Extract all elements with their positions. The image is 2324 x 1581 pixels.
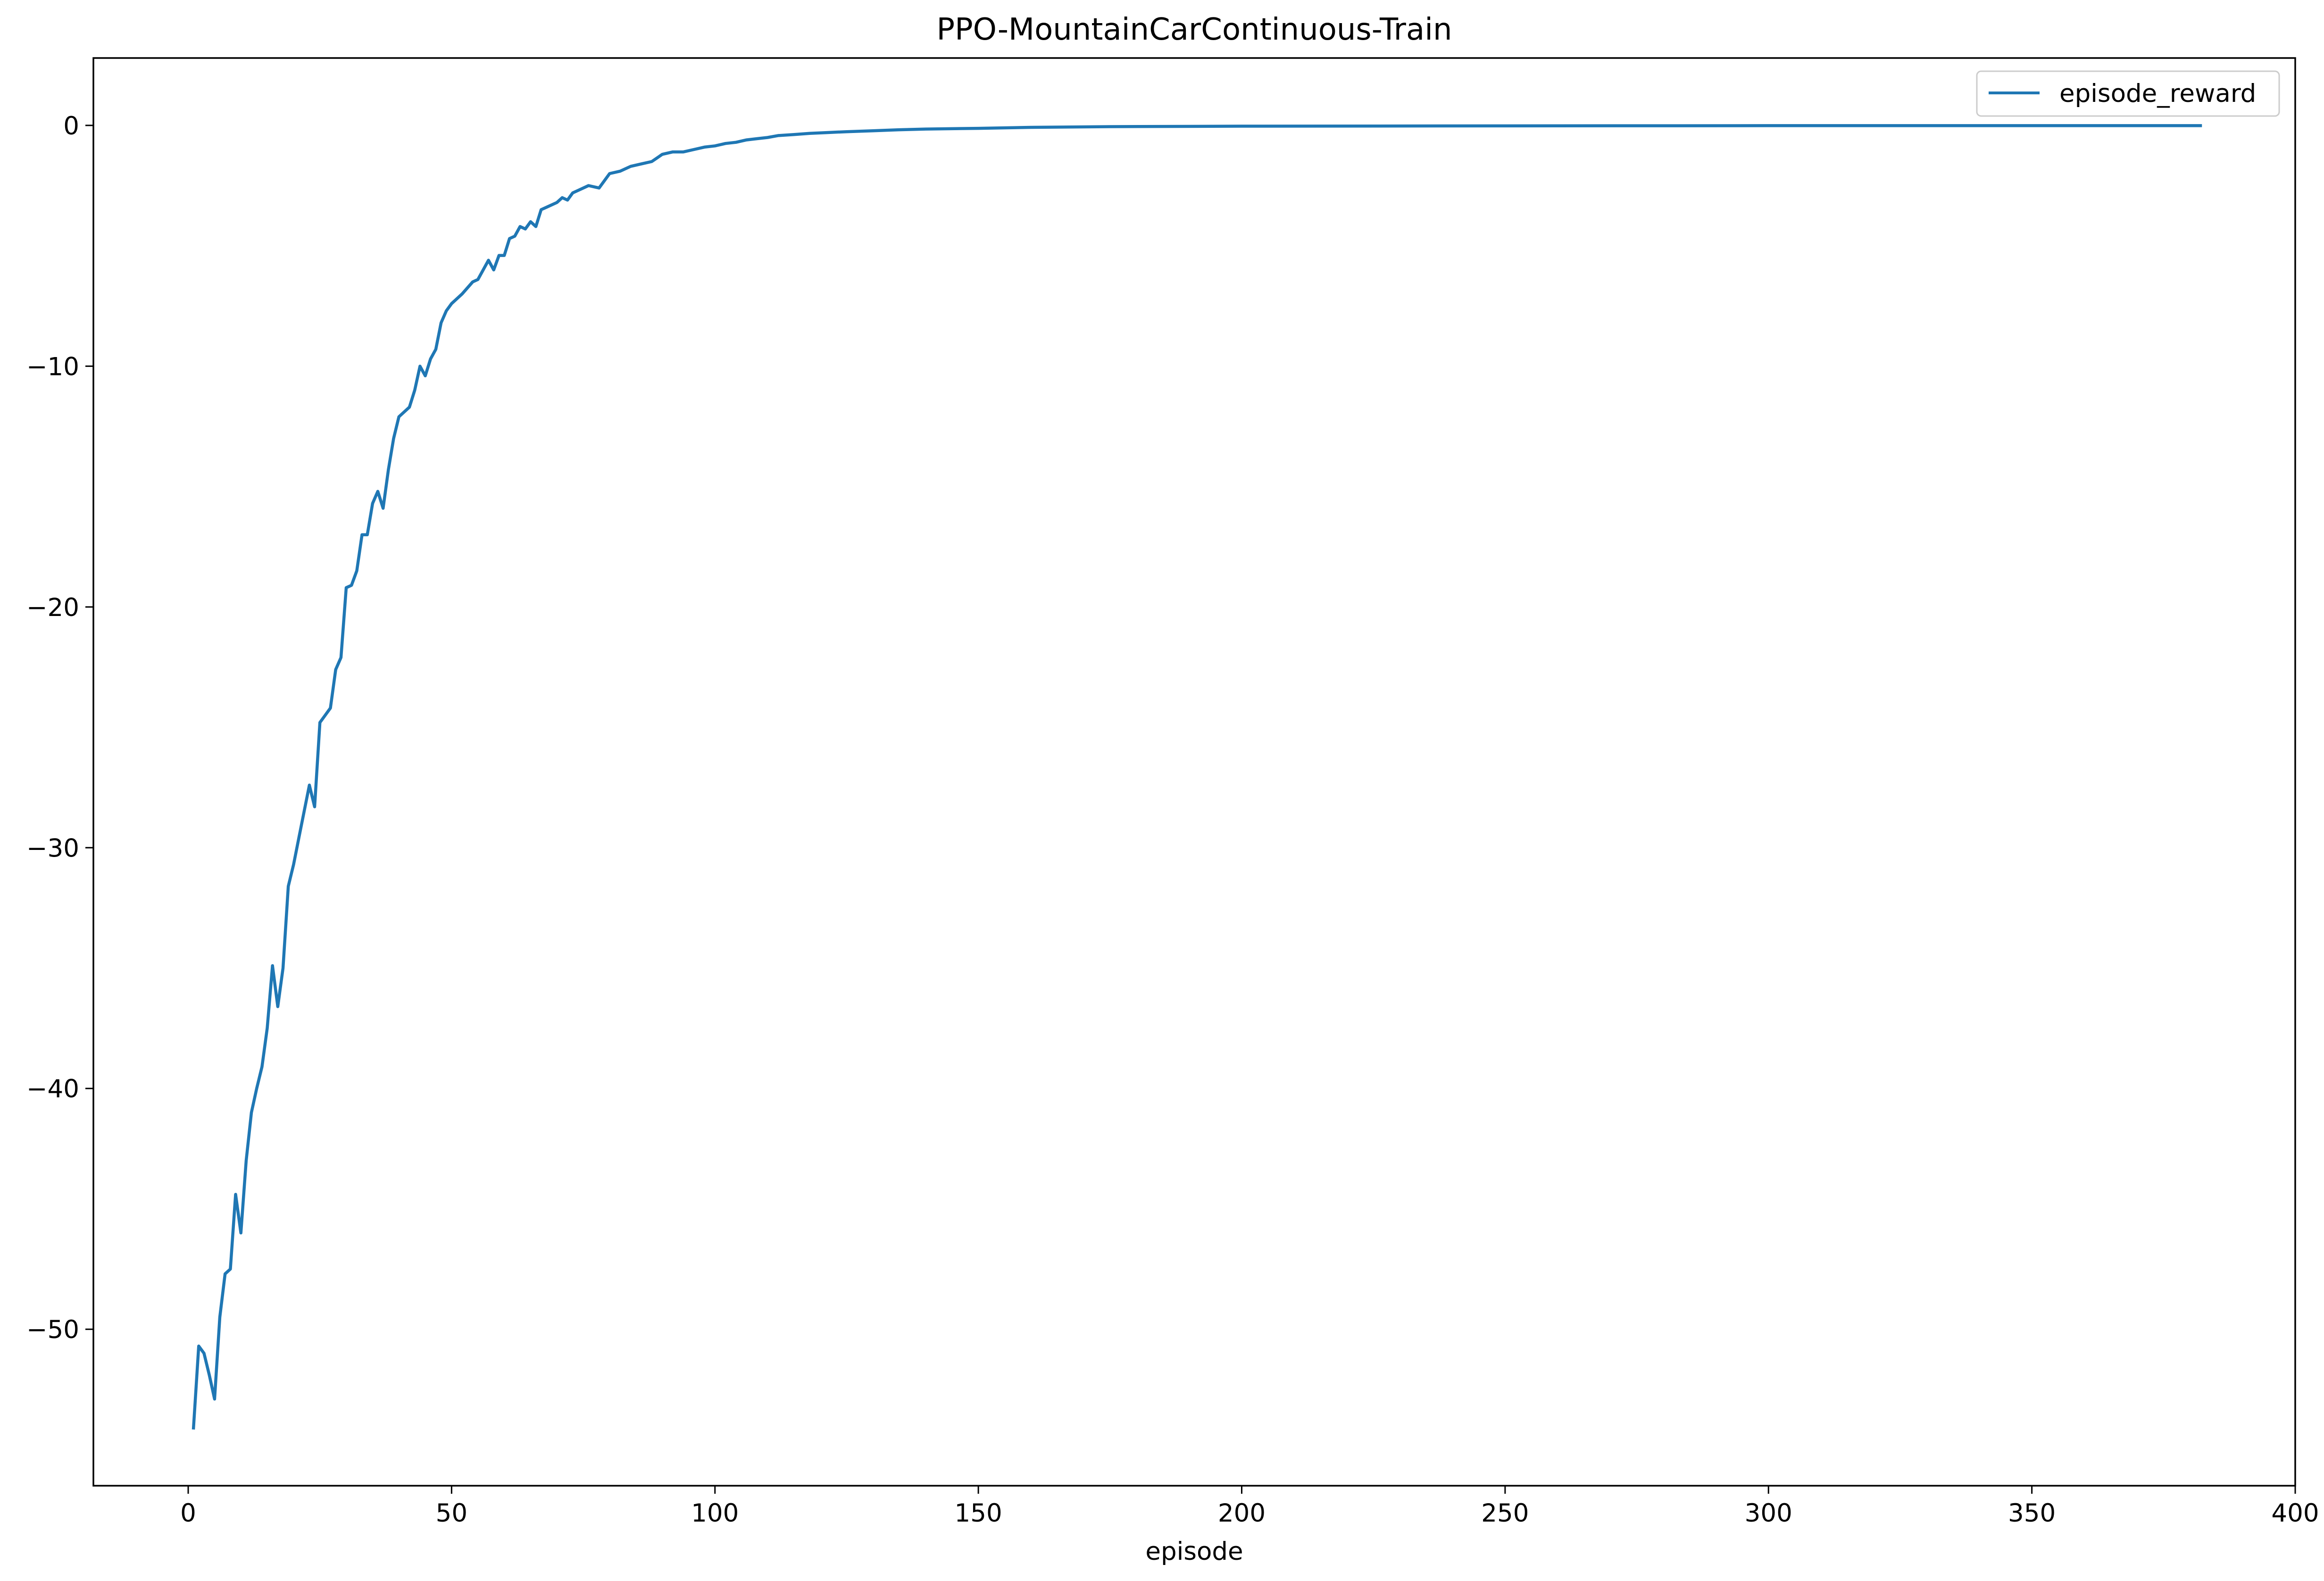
x-tick-label: 350 <box>2008 1499 2056 1528</box>
y-tick-label: 0 <box>63 112 79 141</box>
x-tick-label: 400 <box>2271 1499 2319 1528</box>
x-tick-label: 300 <box>1745 1499 1792 1528</box>
x-tick-label: 150 <box>955 1499 1002 1528</box>
y-tick-label: −10 <box>26 352 79 381</box>
legend: episode_reward <box>1976 70 2280 117</box>
y-tick-label: −50 <box>26 1315 79 1344</box>
y-tick-label: −30 <box>26 834 79 863</box>
series-line-episode-reward <box>192 124 2202 1430</box>
x-tick-label: 100 <box>691 1499 739 1528</box>
x-tick-label: 250 <box>1481 1499 1529 1528</box>
x-axis-label: episode <box>1145 1537 1243 1566</box>
plot-frame <box>92 57 2296 1487</box>
x-tick-label: 0 <box>180 1499 196 1528</box>
y-tick-label: −40 <box>26 1075 79 1104</box>
series-layer <box>192 124 2202 1430</box>
x-tick-label: 200 <box>1218 1499 1266 1528</box>
x-tick-label: 50 <box>436 1499 467 1528</box>
x-axis-ticks: 0 50 100 150 200 250 300 350 400 <box>180 1486 2319 1528</box>
y-axis-ticks: 0 −10 −20 −30 −40 −50 <box>26 112 93 1344</box>
chart-title: PPO-MountainCarContinuous-Train <box>936 12 1452 47</box>
y-tick-label: −20 <box>26 593 79 622</box>
legend-label: episode_reward <box>2059 79 2256 108</box>
legend-box <box>1976 70 2280 117</box>
